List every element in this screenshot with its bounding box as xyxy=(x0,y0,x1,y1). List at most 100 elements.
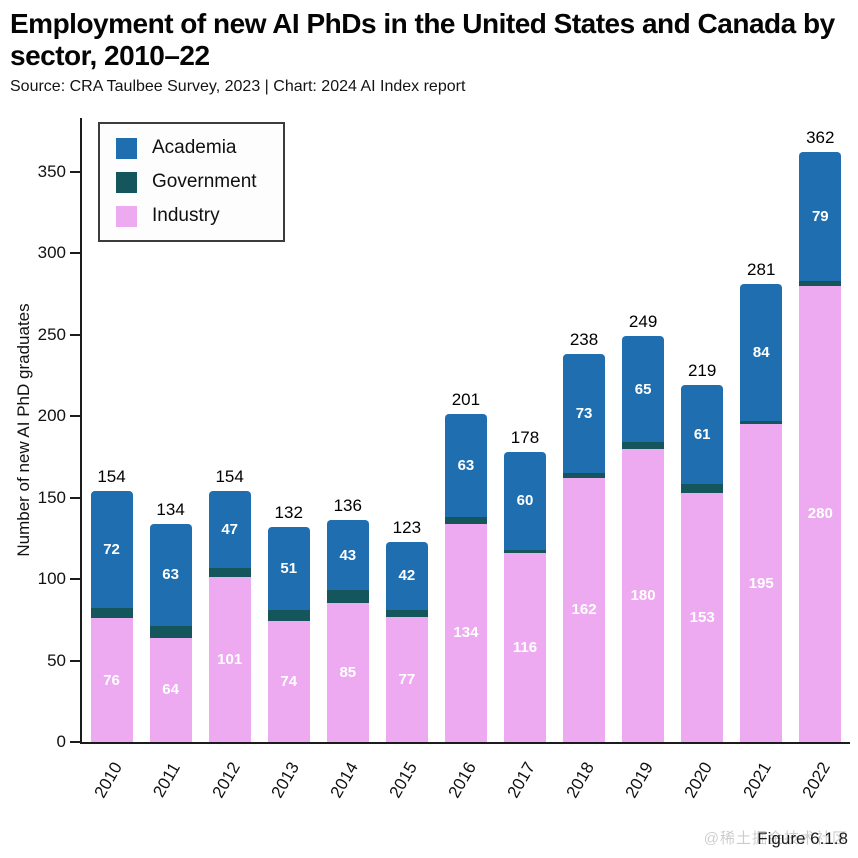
bar-segment-government xyxy=(208,567,251,578)
bar-segment-government xyxy=(149,626,192,638)
bar-total-label: 201 xyxy=(451,390,481,410)
bar-segment-academia: 65 xyxy=(622,336,665,443)
bar-total-label: 134 xyxy=(156,499,185,519)
bar-column: 154 47 101 xyxy=(208,118,251,742)
x-tick: 2021 xyxy=(738,750,780,820)
bar-segment-industry: 101 xyxy=(208,577,251,742)
x-tick: 2012 xyxy=(207,750,249,820)
bar-column: 249 65 180 xyxy=(622,118,665,742)
bar-segment-industry: 74 xyxy=(267,621,310,742)
bar-segment-industry: 153 xyxy=(681,492,724,742)
x-tick: 2019 xyxy=(620,750,662,820)
figure-label: Figure 6.1.8 xyxy=(757,829,848,848)
x-tick: 2020 xyxy=(679,750,721,820)
legend-swatch-government xyxy=(116,171,137,193)
x-tick-label: 2018 xyxy=(562,758,599,802)
bar-column: 281 84 195 xyxy=(740,118,783,742)
bar-segment-industry: 195 xyxy=(740,424,783,742)
bar-segment-academia: 63 xyxy=(444,414,487,518)
bar-segment-government xyxy=(799,280,842,286)
bar-total-label: 219 xyxy=(687,361,717,381)
bar-segment-government xyxy=(622,442,665,449)
bar-segment-industry: 134 xyxy=(444,523,487,742)
bar-total-label: 178 xyxy=(510,427,540,447)
x-axis-labels: 2010 2011 2012 2013 2014 2015 2016 2017 2018 2019… xyxy=(80,750,848,820)
bar-segment-academia: 72 xyxy=(90,491,133,609)
x-tick-label: 2019 xyxy=(621,758,658,802)
bar-segment-academia: 47 xyxy=(208,491,251,568)
segment-value-label: 134 xyxy=(453,624,479,642)
bar-segment-academia: 84 xyxy=(740,284,783,421)
y-tick-mark xyxy=(70,252,80,254)
y-tick-label: 50 xyxy=(47,650,66,670)
x-tick: 2022 xyxy=(797,750,839,820)
y-tick-label: 300 xyxy=(37,243,66,262)
bar-column: 238 73 162 xyxy=(563,118,606,742)
bar-segment-industry: 64 xyxy=(149,637,192,742)
x-tick-label: 2015 xyxy=(385,758,421,802)
y-tick-label: 350 xyxy=(37,161,66,181)
legend-label: Government xyxy=(152,171,257,192)
bar-total-label: 123 xyxy=(392,517,422,537)
segment-value-label: 60 xyxy=(516,492,534,510)
watermark: @稀土掘金技术社区 xyxy=(703,830,848,847)
bar-column: 134 63 64 xyxy=(149,118,192,742)
x-tick-label: 2010 xyxy=(90,758,126,802)
bar-segment-academia: 61 xyxy=(681,385,724,485)
bar-column: 201 63 134 xyxy=(444,118,487,742)
y-tick-label: 150 xyxy=(37,487,66,507)
legend-item-industry: Industry xyxy=(116,205,257,227)
y-tick-label: 200 xyxy=(37,406,66,425)
y-tick-mark xyxy=(70,578,80,580)
bar-total-label: 132 xyxy=(274,502,303,522)
x-tick: 2013 xyxy=(266,750,308,820)
x-tick-label: 2021 xyxy=(739,758,776,802)
y-tick-label: 0 xyxy=(56,732,66,751)
bar-segment-industry: 85 xyxy=(326,603,369,742)
legend-swatch-academia xyxy=(116,137,137,159)
bar-segment-academia: 63 xyxy=(149,523,192,627)
legend-item-government: Government xyxy=(116,171,257,193)
segment-value-label: 101 xyxy=(217,651,243,669)
bar-segment-government xyxy=(385,609,428,617)
bar-segment-industry: 162 xyxy=(563,477,606,742)
legend-swatch-industry xyxy=(116,205,137,227)
segment-value-label: 280 xyxy=(807,505,833,523)
x-tick-label: 2012 xyxy=(208,758,244,802)
bar-segment-industry: 116 xyxy=(503,552,546,742)
bar-segment-government xyxy=(563,473,606,478)
chart-subtitle: Source: CRA Taulbee Survey, 2023 | Chart… xyxy=(10,77,466,95)
y-tick-mark xyxy=(70,415,80,417)
chart-header: Employment of new AI PhDs in the United … xyxy=(10,8,852,96)
legend-item-academia: Academia xyxy=(116,137,257,159)
x-tick-label: 2020 xyxy=(680,758,717,802)
segment-value-label: 79 xyxy=(811,207,829,225)
bar-segment-government xyxy=(740,420,783,425)
bar-segment-industry: 76 xyxy=(90,618,133,742)
segment-value-label: 47 xyxy=(221,520,238,538)
bar-total-label: 249 xyxy=(628,312,658,332)
segment-value-label: 180 xyxy=(630,586,656,604)
legend-label: Industry xyxy=(152,205,220,226)
x-tick-label: 2022 xyxy=(798,758,835,802)
segment-value-label: 63 xyxy=(162,566,179,584)
bar-segment-academia: 73 xyxy=(563,354,606,474)
x-tick: 2015 xyxy=(384,750,426,820)
bar-total-label: 154 xyxy=(97,467,126,486)
x-tick: 2011 xyxy=(148,750,190,820)
segment-value-label: 51 xyxy=(280,559,298,577)
bar-column: 178 60 116 xyxy=(503,118,546,742)
x-tick-label: 2014 xyxy=(326,758,362,802)
segment-value-label: 116 xyxy=(512,638,538,656)
y-tick-label: 100 xyxy=(37,569,66,588)
segment-value-label: 63 xyxy=(457,457,475,475)
plot-area: 0 50 100 150 200 250 300 350 154 72 76 134 63 64 154 47… xyxy=(38,118,850,751)
segment-value-label: 43 xyxy=(339,546,357,564)
segment-value-label: 84 xyxy=(752,343,770,361)
segment-value-label: 77 xyxy=(398,670,416,688)
y-tick-mark xyxy=(70,659,80,662)
bar-segment-academia: 42 xyxy=(385,541,428,610)
bar-segment-academia: 51 xyxy=(267,526,310,610)
bar-segment-industry: 180 xyxy=(622,448,665,742)
y-tick-label: 250 xyxy=(37,324,66,344)
